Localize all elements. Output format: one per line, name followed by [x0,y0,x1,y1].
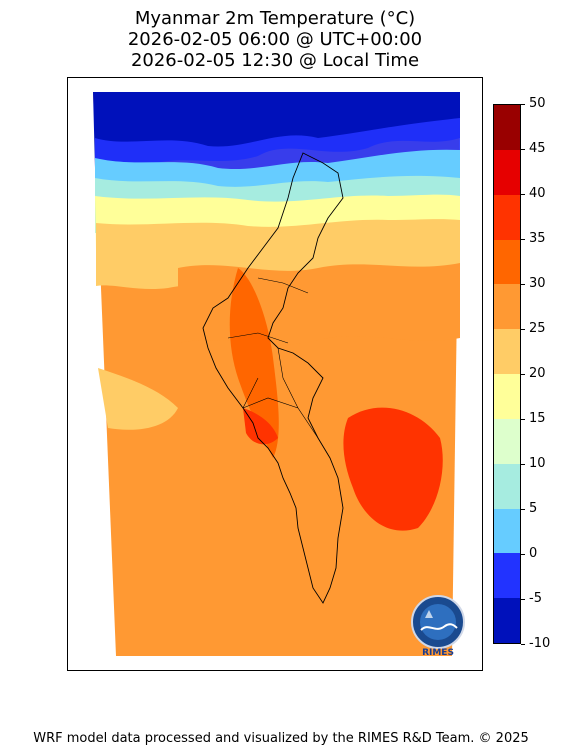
colorbar-tick-mark [521,284,525,285]
map-frame [67,77,483,671]
colorbar-segment [494,463,520,509]
colorbar-tick-label: 20 [529,366,546,381]
state-borders [227,277,319,439]
colorbar [493,104,521,644]
colorbar-tick-mark [521,104,525,105]
colorbar-segment [494,194,520,240]
title-line-3: 2026-02-05 12:30 @ Local Time [130,50,420,71]
colorbar-tick-label: 40 [529,186,546,201]
title-line-1: Myanmar 2m Temperature (°C) [134,8,416,29]
colorbar-tick-label: 35 [529,231,546,246]
colorbar-tick-mark [521,194,525,195]
band-20-25-west [98,368,178,430]
title-line-2: 2026-02-05 06:00 @ UTC+00:00 [127,29,423,50]
colorbar-tick-mark [521,554,525,555]
colorbar-tick-label: 15 [529,411,546,426]
colorbar-tick-mark [521,329,525,330]
colorbar-tick-mark [521,509,525,510]
colorbar-segment [494,598,520,644]
band-35-40-south [243,408,278,445]
band-35-40-east [343,407,443,531]
colorbar-tick-label: 50 [529,96,546,111]
colorbar-segment [494,239,520,285]
rimes-globe-icon [411,595,465,649]
colorbar-segment [494,105,520,150]
rimes-logo: RIMES [405,592,471,658]
colorbar-tick-mark [521,464,525,465]
myanmar-boundary [202,152,344,604]
logo-text: RIMES [422,648,454,658]
colorbar-segment [494,418,520,464]
colorbar-segment [494,508,520,554]
colorbar-tick-mark [521,419,525,420]
colorbar-tick-label: -5 [529,591,542,606]
colorbar-tick-mark [521,644,525,645]
colorbar-tick-mark [521,374,525,375]
colorbar-tick-label: 45 [529,141,546,156]
map-title: Myanmar 2m Temperature (°C) 2026-02-05 0… [0,8,550,71]
colorbar-tick-label: 25 [529,321,546,336]
footer-credit: WRF model data processed and visualized … [33,731,529,746]
colorbar-tick-label: 30 [529,276,546,291]
band-25-30-inland [178,263,460,345]
colorbar-tick-label: 10 [529,456,546,471]
colorbar-tick-mark [521,599,525,600]
colorbar-tick-label: -10 [529,636,551,651]
band-30-35-central [229,268,279,458]
colorbar-segment [494,149,520,195]
colorbar-segment [494,329,520,375]
colorbar-segment [494,374,520,419]
colorbar-segment [494,553,520,599]
colorbar-tick-label: 0 [529,546,538,561]
temperature-map [93,92,460,656]
colorbar-segment [494,284,520,330]
colorbar-tick-label: 5 [529,501,538,516]
colorbar-tick-mark [521,239,525,240]
colorbar-tick-mark [521,149,525,150]
